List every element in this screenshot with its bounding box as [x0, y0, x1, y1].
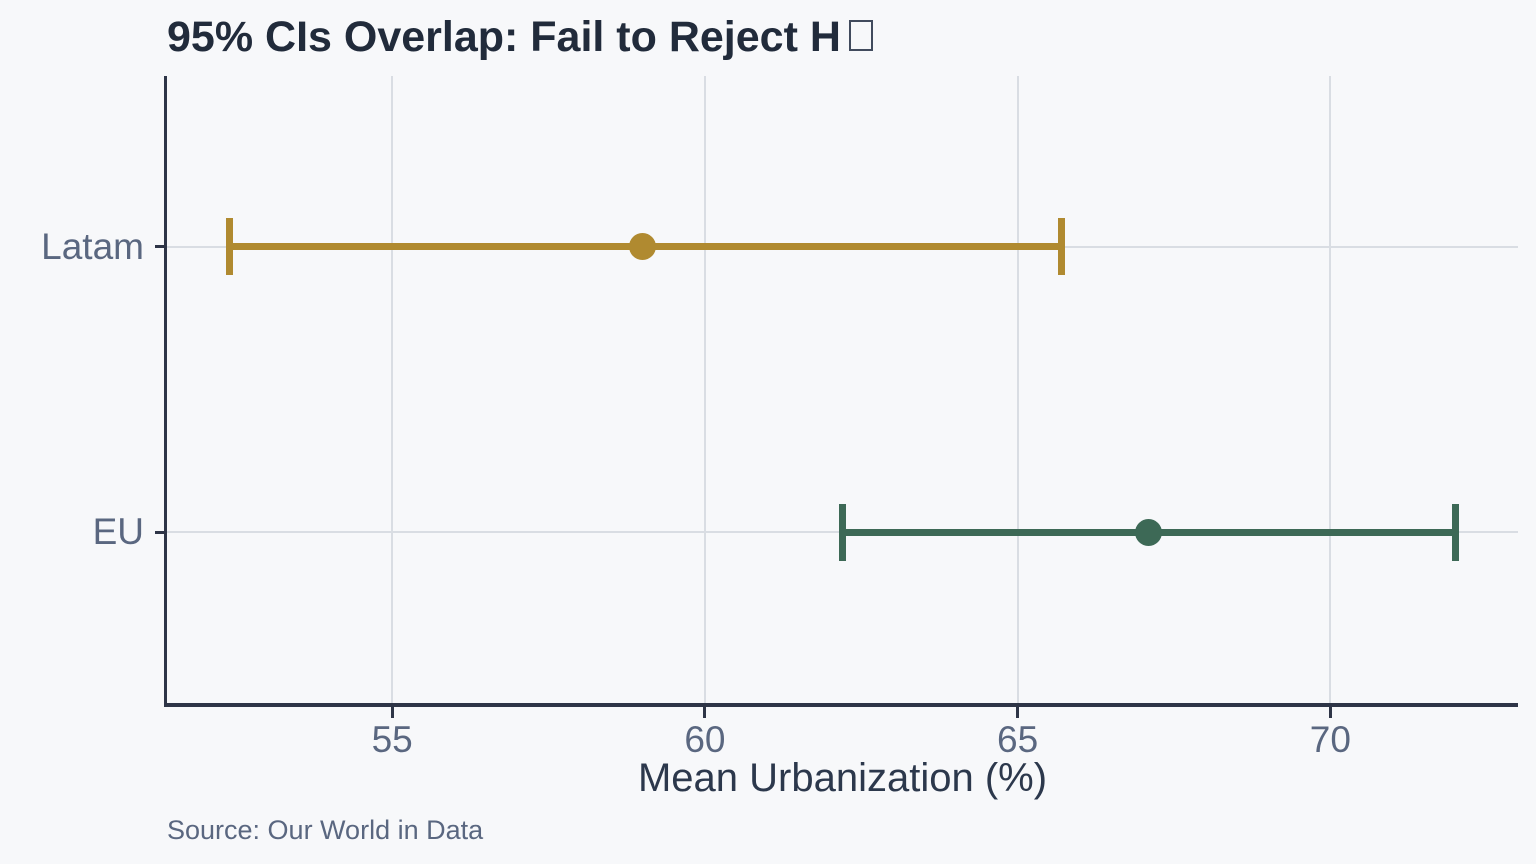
- missing-glyph-box: [848, 20, 873, 51]
- y-tick-mark: [155, 530, 167, 534]
- y-tick-mark: [155, 245, 167, 249]
- y-axis-tick-marks: [155, 76, 167, 703]
- x-tick-mark: [703, 707, 707, 718]
- x-axis-tick-labels: 55 60 65 70: [167, 719, 1518, 760]
- ci-cap-lower: [839, 503, 846, 561]
- x-gridline: [1016, 76, 1019, 703]
- x-tick-mark: [1328, 707, 1332, 718]
- x-tick-label: 55: [371, 719, 413, 760]
- mean-dot: [628, 233, 656, 261]
- x-gridline: [1329, 76, 1332, 703]
- y-tick-label-eu: EU: [92, 511, 144, 553]
- ci-cap-upper: [1057, 218, 1065, 276]
- ci-cap-lower: [226, 218, 234, 276]
- x-axis-tick-marks: [167, 707, 1518, 718]
- x-axis-title: Mean Urbanization (%): [637, 756, 1048, 800]
- mean-dot: [1135, 518, 1163, 546]
- x-gridline: [391, 76, 394, 703]
- x-tick-label: 65: [997, 719, 1039, 760]
- plot-area: [164, 76, 1518, 707]
- source-note: Source: Our World in Data: [167, 815, 484, 845]
- x-tick-mark: [1016, 707, 1020, 718]
- chart-title-text: 95% CIs Overlap: Fail to Reject H: [167, 13, 841, 61]
- x-tick-label: 60: [684, 719, 726, 760]
- x-tick-mark: [390, 707, 394, 718]
- chart-title: 95% CIs Overlap: Fail to Reject H: [167, 13, 873, 62]
- y-axis-labels: Latam EU: [0, 76, 144, 703]
- ci-cap-upper: [1451, 503, 1459, 561]
- y-tick-label-latam: Latam: [41, 225, 144, 267]
- x-gridline: [703, 76, 706, 703]
- x-tick-label: 70: [1309, 719, 1351, 760]
